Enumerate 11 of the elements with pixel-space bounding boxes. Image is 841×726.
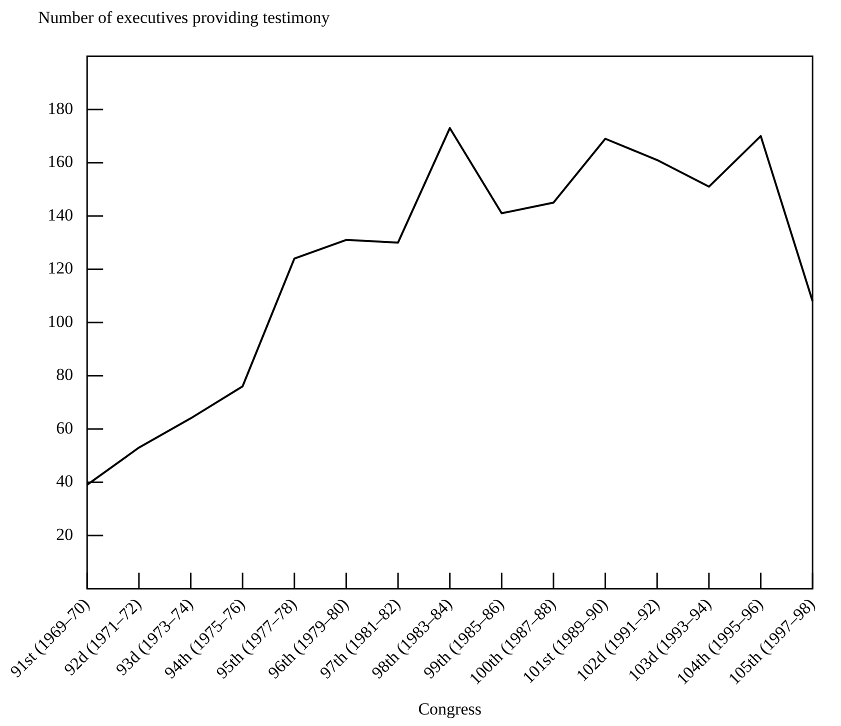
y-tick-label: 80 (56, 365, 74, 384)
y-tick-label: 40 (56, 472, 74, 491)
y-tick-label: 20 (56, 524, 74, 544)
y-axis-title: Number of executives providing testimony (38, 8, 331, 29)
y-tick-label: 120 (48, 258, 74, 278)
y-tick-label: 180 (48, 98, 74, 118)
y-tick-label: 160 (48, 152, 74, 172)
y-tick-label: 60 (56, 418, 74, 438)
y-tick-label: 100 (48, 312, 74, 331)
y-tick-label: 140 (48, 205, 74, 224)
x-axis-title: Congress (418, 699, 482, 718)
